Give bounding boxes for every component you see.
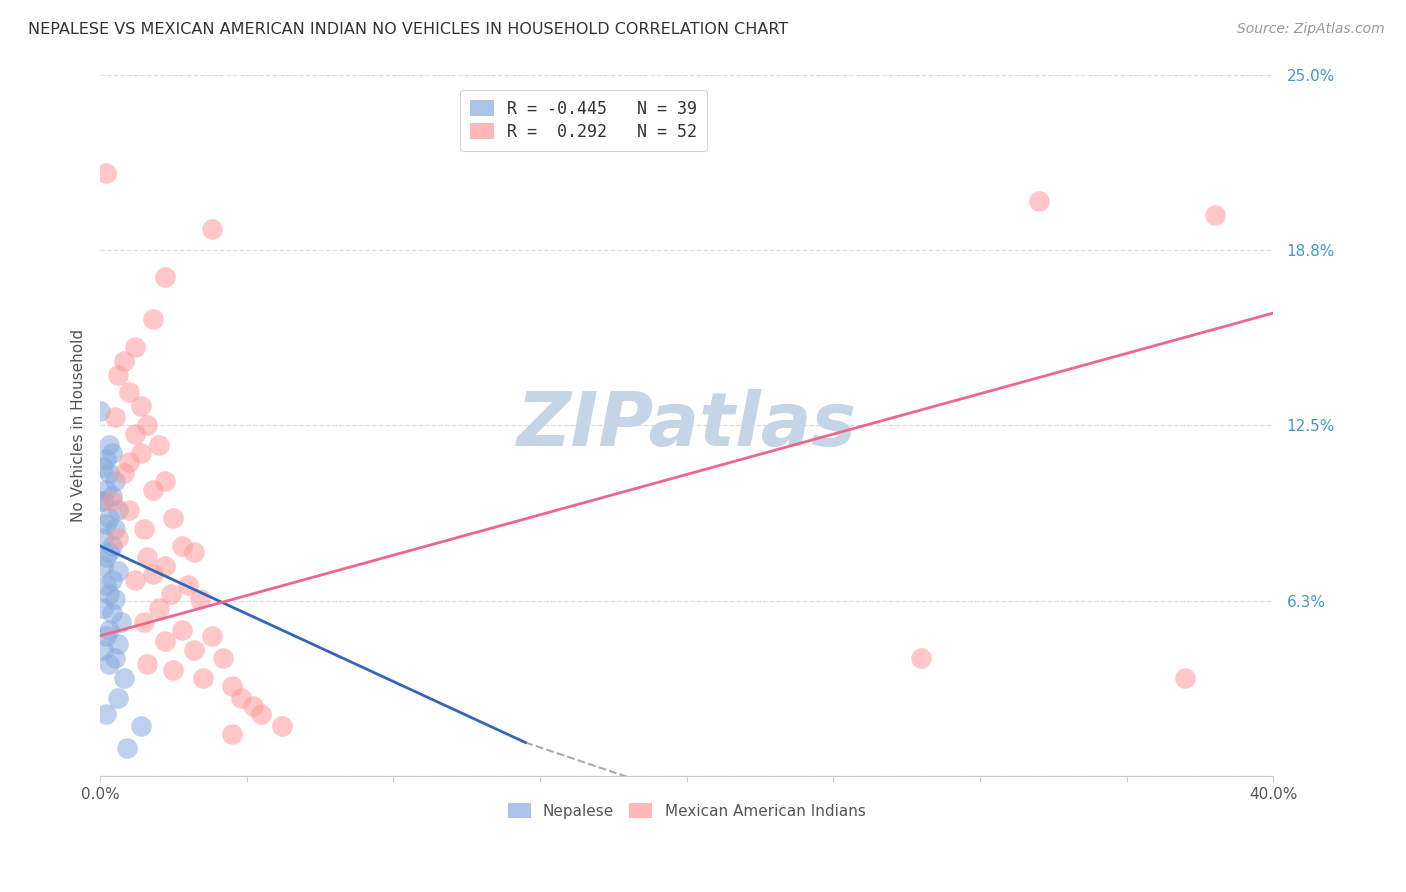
Legend: Nepalese, Mexican American Indians: Nepalese, Mexican American Indians [502,797,872,825]
Point [89,494,111,508]
Point [112,466,135,480]
Point [191,671,214,685]
Point [107,368,129,382]
Point [112,671,135,685]
Point [104,592,127,607]
Point [136,418,159,433]
Point [177,578,200,592]
Point [212,651,235,665]
Point [94,516,117,531]
Point [250,707,273,722]
Point [110,615,132,629]
Point [153,634,176,648]
Point [153,558,176,573]
Point [101,446,124,460]
Point [124,426,146,441]
Point [153,475,176,489]
Point [1204,208,1226,222]
Point [271,719,294,733]
Point [183,643,205,657]
Point [118,384,141,399]
Point [94,707,117,722]
Text: Source: ZipAtlas.com: Source: ZipAtlas.com [1237,22,1385,37]
Point [91,643,114,657]
Point [162,511,184,525]
Point [118,502,141,516]
Point [91,600,114,615]
Point [1028,194,1050,208]
Point [94,578,117,592]
Point [129,399,152,413]
Point [188,592,211,607]
Point [159,587,181,601]
Text: NEPALESE VS MEXICAN AMERICAN INDIAN NO VEHICLES IN HOUSEHOLD CORRELATION CHART: NEPALESE VS MEXICAN AMERICAN INDIAN NO V… [28,22,789,37]
Point [134,522,156,536]
Point [94,483,117,497]
Point [101,607,124,621]
Point [91,460,114,475]
Point [94,550,117,565]
Point [221,727,243,741]
Point [142,567,165,582]
Point [104,651,127,665]
Point [118,455,141,469]
Point [124,573,146,587]
Point [153,269,176,284]
Point [107,690,129,705]
Point [229,690,252,705]
Point [97,511,120,525]
Point [101,489,124,503]
Point [91,494,114,508]
Point [104,409,127,424]
Point [172,539,194,553]
Point [1174,671,1197,685]
Point [97,587,120,601]
Point [107,637,129,651]
Point [104,475,127,489]
Point [91,558,114,573]
Point [115,741,138,756]
Text: ZIPatlas: ZIPatlas [516,389,856,462]
Point [97,544,120,558]
Y-axis label: No Vehicles in Household: No Vehicles in Household [72,329,86,522]
Point [148,600,170,615]
Point [89,404,111,418]
Point [112,353,135,368]
Point [200,629,222,643]
Point [124,340,146,354]
Point [101,494,124,508]
Point [142,483,165,497]
Point [221,679,243,693]
Point [104,522,127,536]
Point [136,657,159,671]
Point [136,550,159,565]
Point [94,452,117,467]
Point [97,466,120,480]
Point [162,663,184,677]
Point [134,615,156,629]
Point [242,698,264,713]
Point [101,539,124,553]
Point [97,657,120,671]
Point [107,564,129,578]
Point [94,166,117,180]
Point [107,531,129,545]
Point [101,573,124,587]
Point [172,624,194,638]
Point [142,311,165,326]
Point [129,446,152,460]
Point [183,544,205,558]
Point [129,719,152,733]
Point [97,438,120,452]
Point [107,502,129,516]
Point [97,624,120,638]
Point [91,531,114,545]
Point [94,629,117,643]
Point [148,438,170,452]
Point [200,222,222,236]
Point [910,651,932,665]
